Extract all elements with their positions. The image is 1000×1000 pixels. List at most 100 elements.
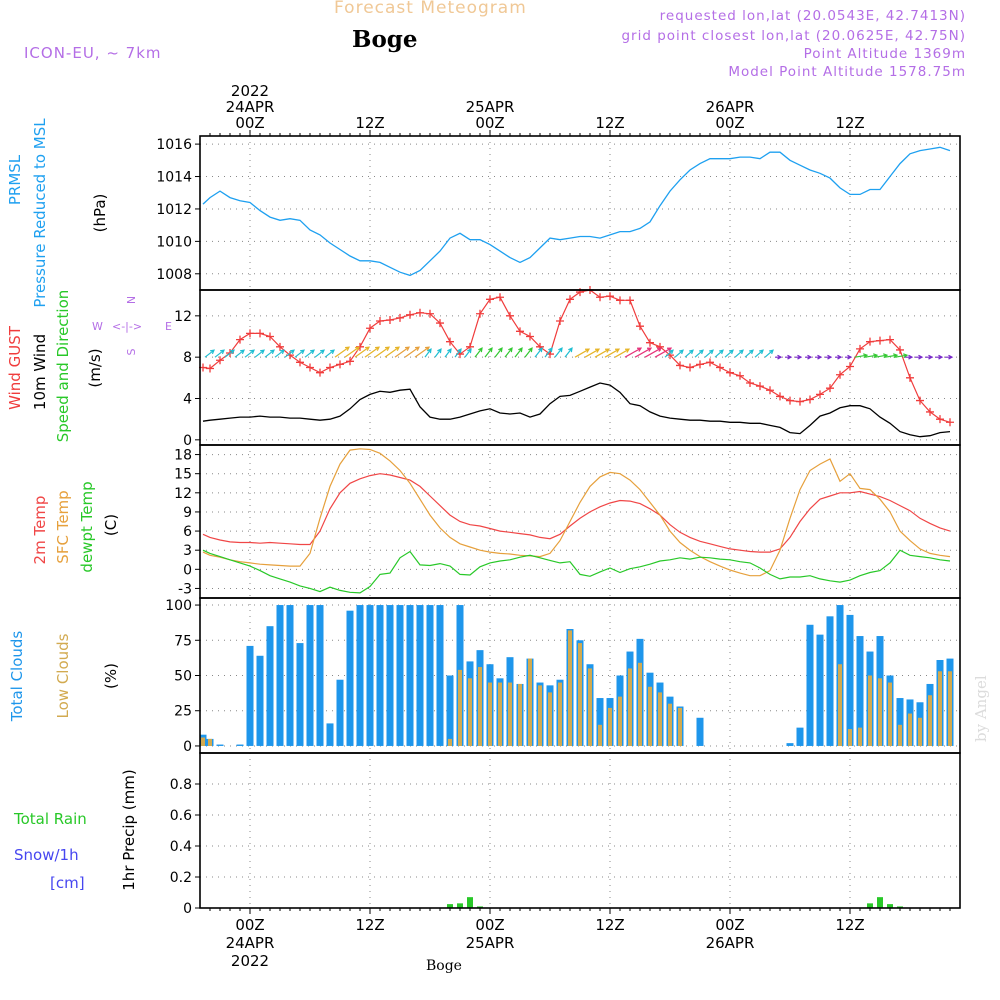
total-cloud-bar — [336, 679, 344, 746]
gust-marker — [316, 368, 324, 377]
low-cloud-bar — [928, 695, 932, 746]
low-cloud-bar — [888, 682, 892, 746]
low-cloud-bar — [478, 667, 482, 746]
y-tick-label: 15 — [174, 467, 192, 483]
wind-direction-arrow — [214, 349, 225, 358]
wind-speed-line — [202, 382, 951, 438]
total-cloud-bar — [596, 698, 604, 746]
y-tick-label: 25 — [174, 704, 192, 720]
low-cloud-bar — [508, 682, 512, 746]
wind-direction-arrow — [684, 349, 694, 358]
grid-point-coordinates: grid point closest lon,lat (20.0625E, 42… — [621, 28, 966, 44]
top-time-label: 24APR — [226, 98, 275, 116]
gust-marker — [786, 396, 794, 405]
gust-marker — [646, 338, 654, 347]
gust-marker — [866, 337, 874, 346]
wind-direction-arrow — [744, 349, 754, 358]
sfc-temp-line — [202, 448, 951, 577]
wind-direction-arrow — [714, 349, 724, 358]
wind-direction-arrow — [374, 346, 391, 358]
bottom-time-label: 12Z — [595, 916, 624, 934]
total-cloud-bar — [286, 605, 294, 746]
total-cloud-bar — [826, 616, 834, 746]
bottom-time-label: 12Z — [355, 916, 384, 934]
total-cloud-bar — [386, 605, 394, 746]
bottom-time-label: 00Z — [475, 916, 504, 934]
clouds-unit-label: (%) — [102, 663, 120, 689]
wind-direction-arrow — [564, 347, 573, 358]
gust-marker — [936, 415, 944, 424]
low-cloud-bar — [598, 724, 602, 746]
wind-direction-arrow — [584, 348, 601, 358]
low-clouds-label: Low Clouds — [54, 633, 72, 718]
wind-direction-arrow — [454, 348, 462, 358]
wind-direction-arrow — [894, 353, 909, 359]
footer-location: Boge — [426, 958, 462, 974]
wind-direction-arrow — [254, 349, 265, 358]
temp-2m-line — [202, 473, 951, 553]
wind-direction-arrow — [724, 349, 734, 358]
wind-direction-arrow — [845, 354, 853, 360]
low-cloud-bar — [838, 664, 842, 746]
y-tick-label: 1008 — [156, 267, 192, 283]
gust-marker — [486, 295, 494, 304]
total-cloud-bar — [256, 655, 264, 746]
low-cloud-bar — [518, 683, 522, 746]
gust-marker — [696, 360, 704, 369]
low-cloud-bar — [678, 707, 682, 746]
gust-marker — [776, 392, 784, 401]
low-cloud-bar — [458, 669, 462, 746]
total-cloud-bar — [406, 605, 414, 746]
wind-10m-label: 10m Wind — [31, 334, 49, 410]
prmsl-label: PRMSL — [6, 154, 24, 205]
wind-direction-arrow — [874, 353, 889, 359]
wind-direction-arrow — [364, 346, 381, 358]
gust-marker — [396, 313, 404, 322]
gust-marker — [606, 292, 614, 301]
gust-marker — [946, 418, 954, 427]
low-cloud-bar — [938, 671, 942, 746]
gust-marker — [346, 357, 354, 366]
bottom-time-label: 2022 — [231, 952, 269, 970]
low-cloud-bar — [898, 724, 902, 746]
total-cloud-bar — [276, 605, 284, 746]
low-cloud-bar — [558, 682, 562, 746]
low-cloud-bar — [628, 668, 632, 746]
gust-marker — [376, 317, 384, 325]
wind-direction-arrow — [484, 347, 493, 358]
low-cloud-bar — [588, 668, 592, 746]
wind-direction-arrow — [825, 354, 833, 360]
wind-direction-arrow — [504, 347, 513, 358]
low-cloud-bar — [848, 729, 852, 746]
temp-unit-label: (C) — [102, 514, 120, 536]
wind-direction-arrow — [624, 347, 643, 358]
bottom-time-label: 25APR — [466, 934, 515, 952]
wind-direction-arrow — [394, 346, 411, 358]
gust-marker — [326, 363, 334, 372]
wind-direction-arrow — [274, 349, 285, 358]
wind-direction-arrow — [754, 349, 764, 358]
low-cloud-bar — [568, 630, 572, 746]
wind-direction-arrow — [414, 346, 431, 358]
total-cloud-bar — [416, 605, 424, 746]
top-time-label: 00Z — [475, 114, 504, 132]
gust-marker — [516, 327, 524, 336]
gust-marker — [626, 296, 634, 305]
gust-marker — [876, 336, 884, 345]
speed-direction-label: Speed and Direction — [54, 290, 72, 443]
top-time-label: 25APR — [466, 98, 515, 116]
wind-direction-arrow — [524, 347, 533, 358]
temp-2m-label: 2m Temp — [31, 496, 49, 565]
panel-frame — [199, 752, 961, 909]
total-cloud-bar — [816, 634, 824, 746]
y-tick-label: 0 — [183, 901, 192, 917]
gust-marker — [846, 362, 854, 371]
wind-direction-arrow — [614, 348, 631, 358]
wind-direction-arrow — [424, 348, 432, 358]
low-cloud-bar — [648, 686, 652, 746]
rain-bar — [887, 904, 893, 908]
total-rain-label: Total Rain — [13, 810, 87, 828]
gust-marker — [676, 361, 684, 370]
wind-direction-arrow — [925, 354, 934, 360]
